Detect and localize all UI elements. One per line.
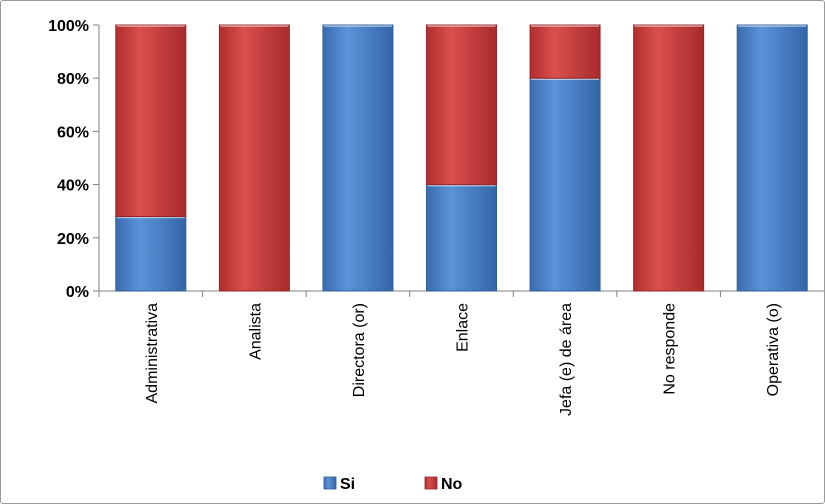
y-tick-label: 80% [57, 71, 89, 88]
legend-swatch-si [323, 476, 337, 490]
x-category-label: Jefa (e) de área [558, 303, 575, 416]
bars [115, 24, 808, 292]
bar-si-4 [529, 77, 601, 292]
x-category-label: Analista [247, 303, 264, 360]
y-tick-label: 20% [57, 231, 89, 248]
legend-label-no: No [441, 476, 463, 493]
bar-no-5 [633, 24, 705, 292]
legend-swatch-no [424, 476, 438, 490]
x-category-label: Operativa (o) [765, 303, 782, 396]
y-tick-label: 0% [66, 284, 89, 301]
bar-si-0 [115, 216, 187, 292]
bar-no-4 [529, 24, 601, 79]
bar-no-0 [115, 24, 187, 218]
labels: 0% 20% 40% 60% 80% 100% Administrativa Analista… [48, 18, 782, 416]
bar-si-3 [426, 184, 497, 292]
bar-si-2 [322, 24, 394, 292]
bar-no-1 [218, 24, 290, 292]
x-category-label: Enlace [455, 303, 472, 352]
x-category-label: Administrativa [144, 303, 161, 404]
x-category-label: No responde [662, 303, 679, 395]
y-tick-label: 100% [48, 18, 89, 35]
bar-si-6 [736, 24, 808, 292]
bar-no-3 [426, 24, 497, 186]
y-tick-label: 40% [57, 178, 89, 195]
legend-label-si: Si [340, 476, 355, 493]
x-category-label: Directora (or) [351, 303, 368, 397]
legend: Si No [323, 476, 463, 493]
y-tick-label: 60% [57, 124, 89, 141]
